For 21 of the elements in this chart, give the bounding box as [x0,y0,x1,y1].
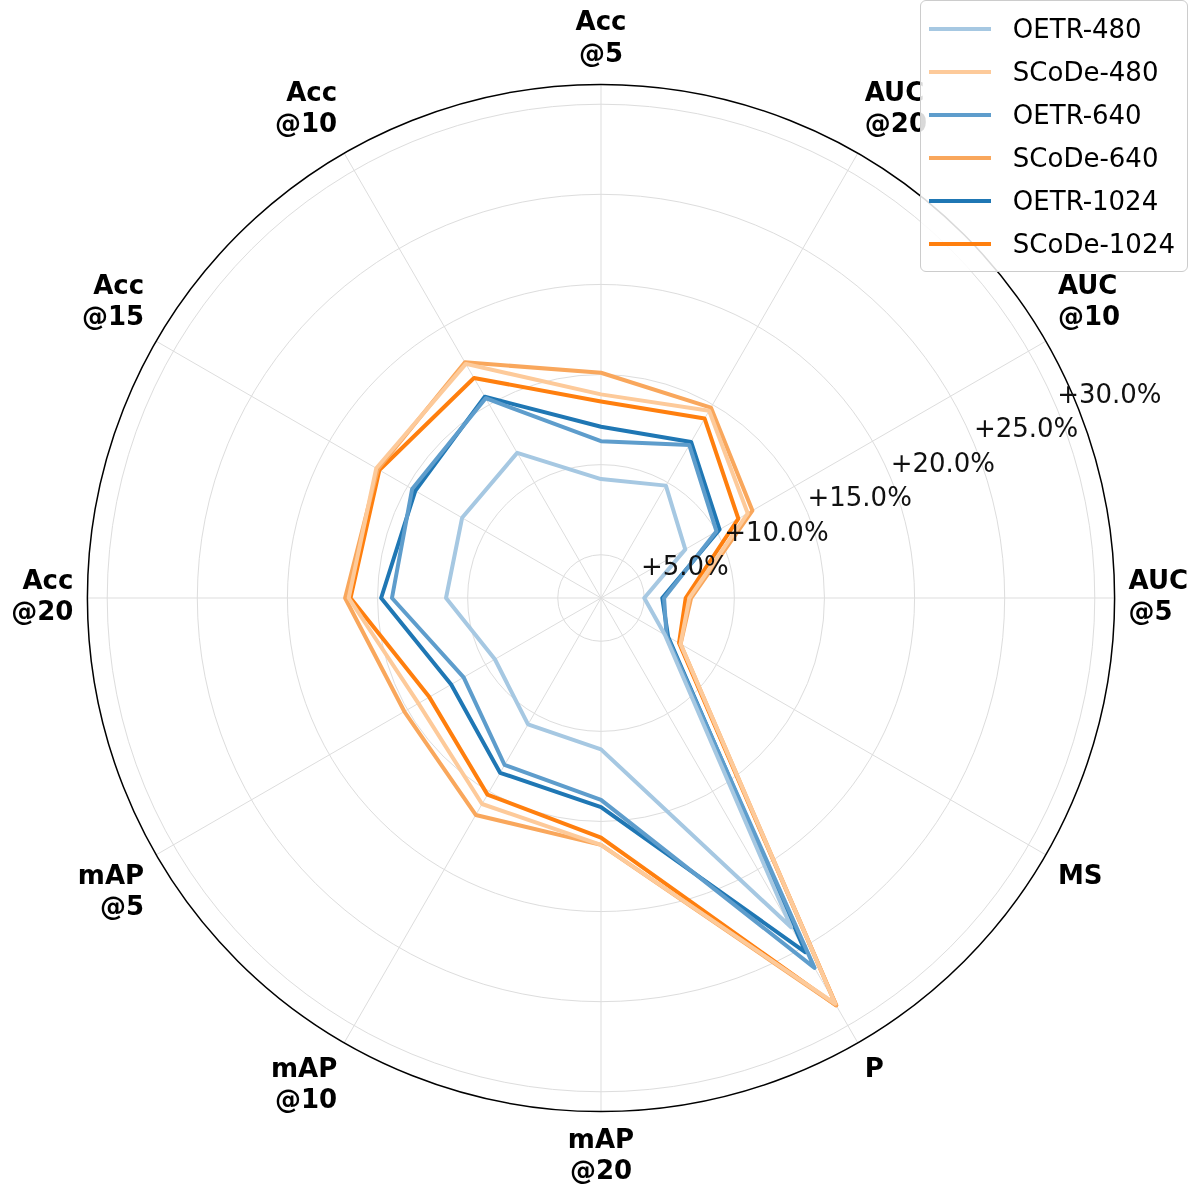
y-tick-label: +20.0% [890,447,996,478]
spoke-label: MS [1057,860,1103,891]
spoke-label: Acc @15 [81,270,145,332]
spoke-label: AUC @20 [864,77,927,139]
spoke-label: AUC @5 [1128,565,1189,627]
legend-label: OETR-480 [1012,13,1142,44]
spoke-label: P [864,1053,884,1084]
spoke-label: Acc @10 [275,77,338,139]
y-tick-label: +25.0% [973,413,1079,444]
spoke-label: mAP @10 [270,1053,338,1115]
spoke-label: Acc @20 [11,565,74,627]
legend-label: OETR-640 [1012,99,1142,130]
spoke-label: mAP @5 [77,860,145,922]
spoke-label: Acc @5 [575,6,627,68]
spoke-label: AUC @10 [1057,270,1121,332]
legend-label: SCoDe-640 [1012,142,1159,173]
legend-label: SCoDe-480 [1012,56,1159,87]
legend-label: SCoDe-1024 [1012,228,1175,259]
legend-label: OETR-1024 [1012,185,1159,216]
y-tick-label: +15.0% [807,482,912,513]
spoke-label: mAP @20 [567,1123,635,1186]
